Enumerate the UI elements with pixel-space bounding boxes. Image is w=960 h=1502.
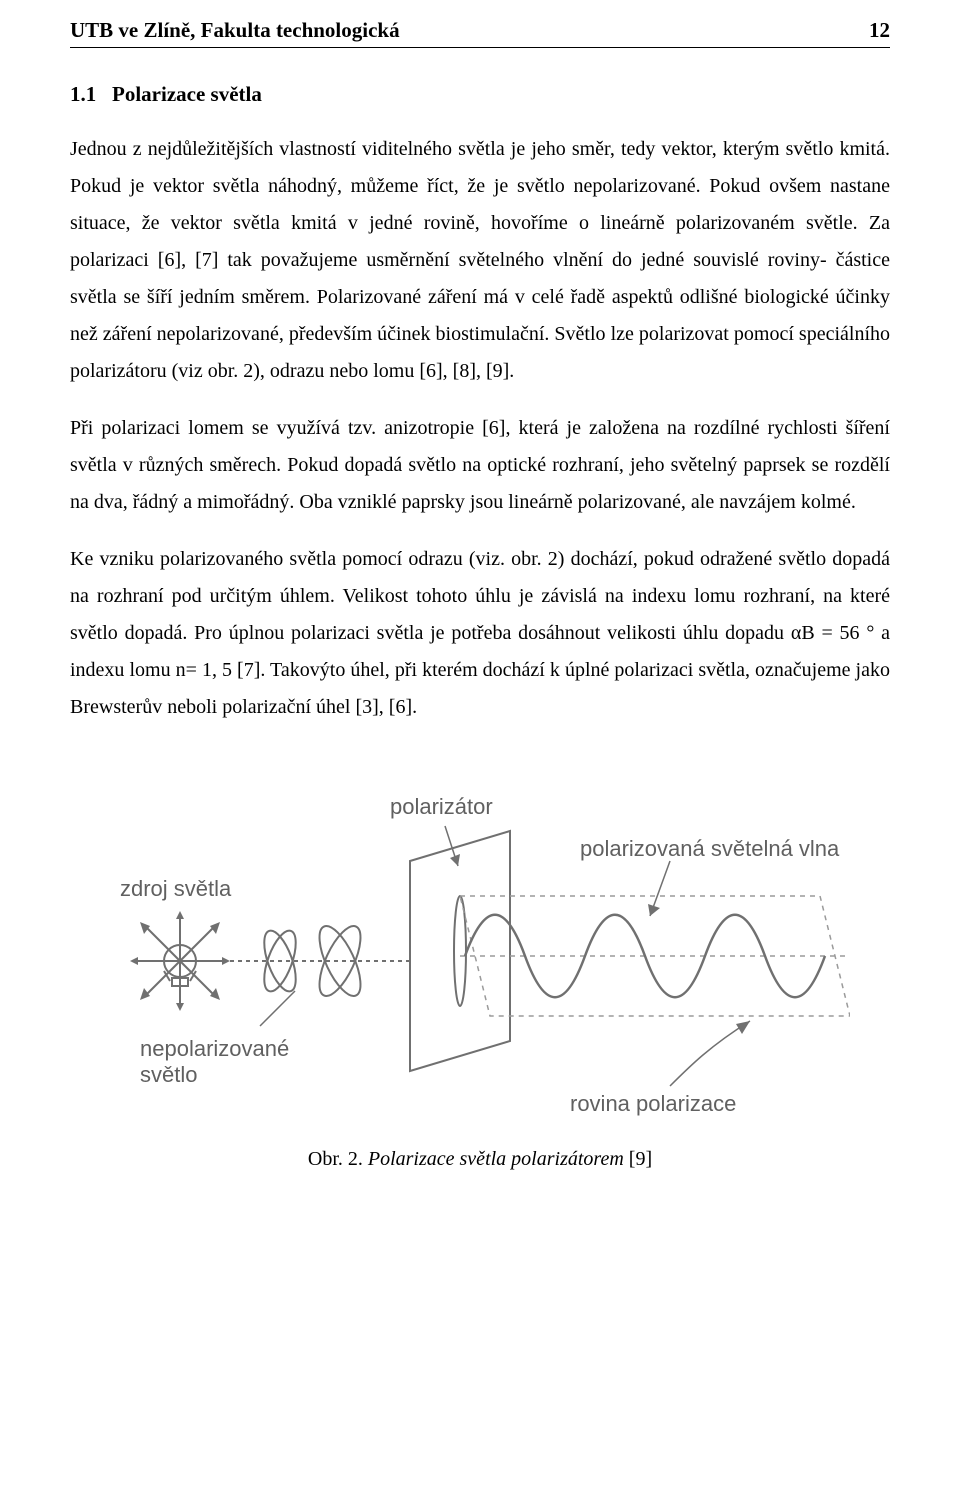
paragraph-3: Ke vzniku polarizovaného světla pomocí o… <box>70 541 890 726</box>
running-header: UTB ve Zlíně, Fakulta technologická 12 <box>70 18 890 48</box>
paragraph-1: Jednou z nejdůležitějších vlastností vid… <box>70 131 890 390</box>
page-number: 12 <box>869 18 890 43</box>
label-unpolarized-2: světlo <box>140 1062 197 1087</box>
section-number: 1.1 <box>70 82 96 106</box>
figure-caption: Obr. 2. Polarizace světla polarizátorem … <box>70 1148 890 1171</box>
label-polarizer: polarizátor <box>390 794 493 819</box>
figure-caption-suffix: [9] <box>624 1148 652 1170</box>
figure-caption-title: Polarizace světla polarizátorem <box>368 1148 624 1170</box>
label-polarized-wave: polarizovaná světelná vlna <box>580 836 840 861</box>
section-heading: 1.1 Polarizace světla <box>70 82 890 107</box>
figure-caption-prefix: Obr. 2. <box>308 1148 368 1170</box>
paragraph-2: Při polarizaci lomem se využívá tzv. ani… <box>70 410 890 521</box>
section-title: Polarizace světla <box>112 82 262 106</box>
figure: zdroj světla nepolarizované světlo polar… <box>70 766 890 1171</box>
unpolarized-wave-icon <box>230 921 410 1002</box>
page: UTB ve Zlíně, Fakulta technologická 12 1… <box>0 0 960 1502</box>
label-plane: rovina polarizace <box>570 1091 736 1116</box>
polarization-diagram: zdroj světla nepolarizované světlo polar… <box>110 766 850 1126</box>
label-source: zdroj světla <box>120 876 232 901</box>
light-source-icon <box>130 911 230 1011</box>
running-title: UTB ve Zlíně, Fakulta technologická <box>70 18 400 43</box>
polarizer-icon <box>410 831 510 1071</box>
label-unpolarized-1: nepolarizované <box>140 1036 289 1061</box>
